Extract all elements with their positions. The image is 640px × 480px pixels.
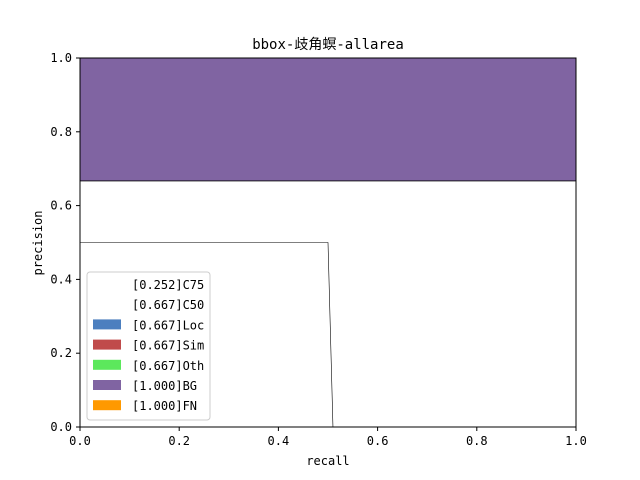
legend: [0.252]C75 [0.667]C50 [0.667]Loc [0.667]Sim…: [86, 271, 211, 421]
legend-swatch-0-667oth: [93, 359, 121, 370]
plot-frame: [79, 57, 577, 428]
legend-label-0-252c75: [0.252]C75: [132, 278, 204, 292]
y-axis-label: precision: [31, 210, 45, 275]
x-tick-label: 0.2: [168, 434, 190, 448]
legend-label-1-000bg: [1.000]BG: [132, 379, 197, 393]
legend-label-0-667oth: [0.667]Oth: [132, 359, 204, 373]
x-axis-ticks: 0.0 0.2 0.4 0.6 0.8 1.0: [69, 427, 587, 448]
y-axis-ticks: 0.0 0.2 0.4 0.6 0.8 1.0: [50, 51, 80, 434]
y-tick-label: 0.4: [50, 272, 72, 286]
legend-swatch-0-667loc: [93, 319, 121, 330]
y-tick-label: 0.6: [50, 199, 72, 213]
y-tick-label: 0.2: [50, 346, 72, 360]
y-tick-label: 1.0: [50, 51, 72, 65]
legend-swatch-1-000bg: [93, 380, 121, 390]
x-tick-label: 0.6: [367, 434, 389, 448]
legend-label-0-667sim: [0.667]Sim: [132, 339, 204, 353]
x-tick-label: 0.4: [268, 434, 290, 448]
legend-label-0-667loc: [0.667]Loc: [132, 318, 204, 332]
legend-swatch-1-000fn: [93, 400, 121, 411]
y-tick-label: 0.8: [50, 125, 72, 139]
x-tick-label: 1.0: [565, 434, 587, 448]
legend-label-0-667c50: [0.667]C50: [132, 298, 204, 312]
legend-label-1-000fn: [1.000]FN: [132, 399, 197, 413]
y-tick-label: 0.0: [50, 420, 72, 434]
legend-swatch-0-667c50: [93, 299, 121, 310]
chart-title: bbox-歧角螟-allarea: [252, 37, 404, 53]
x-tick-label: 0.0: [69, 434, 91, 448]
x-axis-label: recall: [306, 454, 349, 468]
legend-swatch-0-252c75: [93, 279, 121, 289]
x-tick-label: 0.8: [466, 434, 488, 448]
legend-swatch-0-667sim: [93, 339, 121, 350]
